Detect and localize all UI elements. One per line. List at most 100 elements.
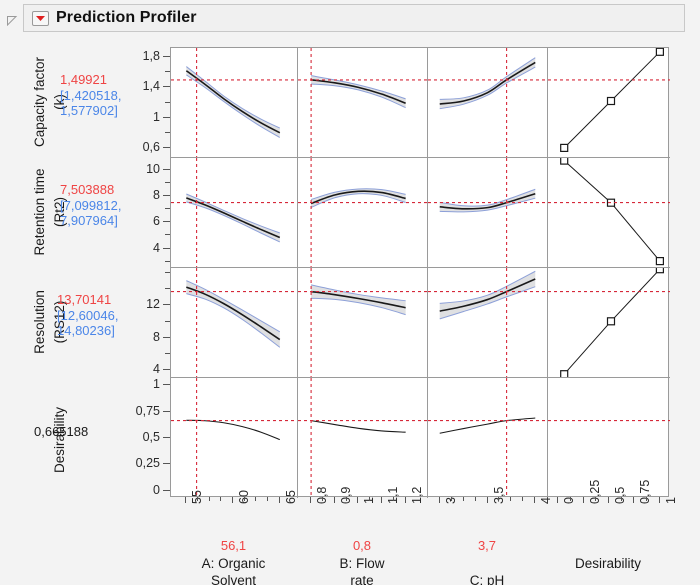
x-axis-tick bbox=[621, 497, 622, 501]
factor-current-value-2[interactable]: 3,7 bbox=[477, 538, 497, 553]
y-axis-tick bbox=[165, 288, 170, 289]
x-axis-tick bbox=[357, 497, 358, 503]
ci-upper: 7,907964] bbox=[60, 213, 118, 228]
y-axis-tick bbox=[163, 56, 170, 57]
response-readout-2[interactable]: 13,70141 [12,60046, 14,80236] bbox=[57, 292, 118, 339]
x-axis-tick bbox=[255, 497, 256, 501]
ci-upper: 1,577902] bbox=[60, 103, 118, 118]
profiler-cell-r3-c3[interactable] bbox=[548, 378, 670, 498]
y-axis-tick bbox=[165, 102, 170, 103]
profiler-cell-r3-c1[interactable] bbox=[298, 378, 428, 498]
response-label-0: Capacity factor bbox=[32, 56, 47, 148]
profiler-cell-r1-c2[interactable] bbox=[428, 158, 548, 268]
y-axis-tick bbox=[163, 221, 170, 222]
response-label-2: Resolution bbox=[32, 290, 47, 354]
y-axis-tick-label: 0,75 bbox=[135, 403, 160, 418]
page-title: Prediction Profiler bbox=[56, 9, 197, 26]
y-axis-tick bbox=[163, 195, 170, 196]
x-axis-tick bbox=[439, 497, 440, 503]
x-axis-tick bbox=[322, 497, 323, 501]
profiler-cell-r2-c1[interactable] bbox=[298, 268, 428, 378]
y-axis-tick bbox=[165, 132, 170, 133]
x-axis-tick bbox=[659, 497, 660, 503]
x-axis-tick bbox=[583, 497, 584, 503]
profiler-cell-r2-c0[interactable] bbox=[171, 268, 298, 378]
profiler-cell-r2-c2[interactable] bbox=[428, 268, 548, 378]
x-axis-tick bbox=[405, 497, 406, 503]
factor-name-line2: rate bbox=[350, 573, 374, 585]
ci-upper: 14,80236] bbox=[57, 323, 115, 338]
y-axis-tick-label: 1,4 bbox=[142, 79, 160, 94]
x-axis-tick bbox=[475, 497, 476, 501]
x-axis-tick bbox=[381, 497, 382, 503]
x-axis-tick bbox=[534, 497, 535, 503]
y-axis-tick-label: 0 bbox=[153, 482, 160, 497]
x-axis-tick bbox=[369, 497, 370, 501]
factor-name-line1: Desirability bbox=[574, 556, 642, 571]
y-axis-tick-label: 4 bbox=[153, 240, 160, 255]
x-axis-tick-label: 1 bbox=[663, 497, 678, 504]
profiler-cell-r3-c2[interactable] bbox=[428, 378, 548, 498]
y-axis-tick bbox=[163, 86, 170, 87]
y-axis-tick bbox=[165, 261, 170, 262]
response-readout-1[interactable]: 7,503888 [7,099812, 7,907964] bbox=[60, 182, 121, 229]
profiler-cell-r0-c0[interactable] bbox=[171, 48, 298, 158]
x-axis-tick bbox=[393, 497, 394, 501]
response-label-1: Retention time bbox=[32, 168, 47, 256]
y-axis-tick bbox=[165, 234, 170, 235]
y-axis-tick bbox=[165, 208, 170, 209]
profiler-grid[interactable] bbox=[170, 47, 670, 498]
profiler-cell-r2-c3[interactable] bbox=[548, 268, 670, 378]
x-axis-tick-label: 3,5 bbox=[491, 486, 506, 504]
x-axis-tick-label: 65 bbox=[283, 490, 298, 504]
y-axis-tick bbox=[163, 337, 170, 338]
factor-name-line1: A: Organic bbox=[201, 556, 266, 571]
profiler-cell-r1-c0[interactable] bbox=[171, 158, 298, 268]
profiler-cell-r3-c0[interactable] bbox=[171, 378, 298, 498]
x-axis-tick bbox=[557, 497, 558, 503]
factor-name-3: Desirability bbox=[547, 555, 669, 572]
y-axis-tick bbox=[163, 369, 170, 370]
x-axis-tick bbox=[310, 497, 311, 503]
x-axis-tick bbox=[646, 497, 647, 501]
x-axis-tick bbox=[209, 497, 210, 501]
x-axis-tick bbox=[463, 497, 464, 501]
y-axis-tick bbox=[163, 463, 170, 464]
x-axis-tick-label: 0,5 bbox=[613, 486, 627, 504]
response-readout-0[interactable]: 1,49921 [1,420518, 1,577902] bbox=[60, 72, 121, 119]
current-value[interactable]: 7,503888 bbox=[60, 182, 115, 197]
response-label-3: Desirability bbox=[52, 406, 67, 474]
x-axis-tick bbox=[570, 497, 571, 501]
red-triangle-menu-icon[interactable] bbox=[32, 10, 49, 26]
y-axis-tick bbox=[163, 384, 170, 385]
x-axis-tick bbox=[267, 497, 268, 501]
y-axis-tick-label: 1 bbox=[153, 109, 160, 124]
profiler-cell-r0-c2[interactable] bbox=[428, 48, 548, 158]
profiler-cell-r0-c3[interactable] bbox=[548, 48, 670, 158]
y-axis-tick-label: 4 bbox=[153, 362, 160, 377]
x-axis-tick-label: 4 bbox=[539, 497, 554, 504]
y-axis-tick bbox=[163, 490, 170, 491]
y-axis-tick-label: 1,8 bbox=[142, 49, 160, 64]
y-axis-tick bbox=[163, 248, 170, 249]
disclosure-triangle-icon[interactable] bbox=[6, 14, 18, 26]
factor-current-value-0[interactable]: 56,1 bbox=[220, 538, 247, 553]
x-axis-tick bbox=[279, 497, 280, 503]
factor-name-line2: Solvent bbox=[210, 573, 257, 585]
x-axis-tick bbox=[185, 497, 186, 503]
factor-name-2: C: pH bbox=[427, 572, 547, 585]
profiler-cell-r1-c1[interactable] bbox=[298, 158, 428, 268]
x-axis-tick bbox=[244, 497, 245, 501]
y-axis-tick bbox=[163, 411, 170, 412]
current-value[interactable]: 0,665188 bbox=[34, 424, 89, 439]
current-value[interactable]: 1,49921 bbox=[60, 72, 107, 87]
factor-current-value-1[interactable]: 0,8 bbox=[352, 538, 372, 553]
profiler-cell-r0-c1[interactable] bbox=[298, 48, 428, 158]
profiler-cell-r1-c3[interactable] bbox=[548, 158, 670, 268]
current-value[interactable]: 13,70141 bbox=[57, 292, 112, 307]
x-axis-tick bbox=[608, 497, 609, 503]
factor-name-1: B: Flow rate bbox=[297, 555, 427, 585]
panel-title-bar: Prediction Profiler bbox=[23, 4, 685, 32]
y-axis-tick bbox=[163, 169, 170, 170]
response-readout-3[interactable]: 0,665188 bbox=[34, 424, 88, 440]
